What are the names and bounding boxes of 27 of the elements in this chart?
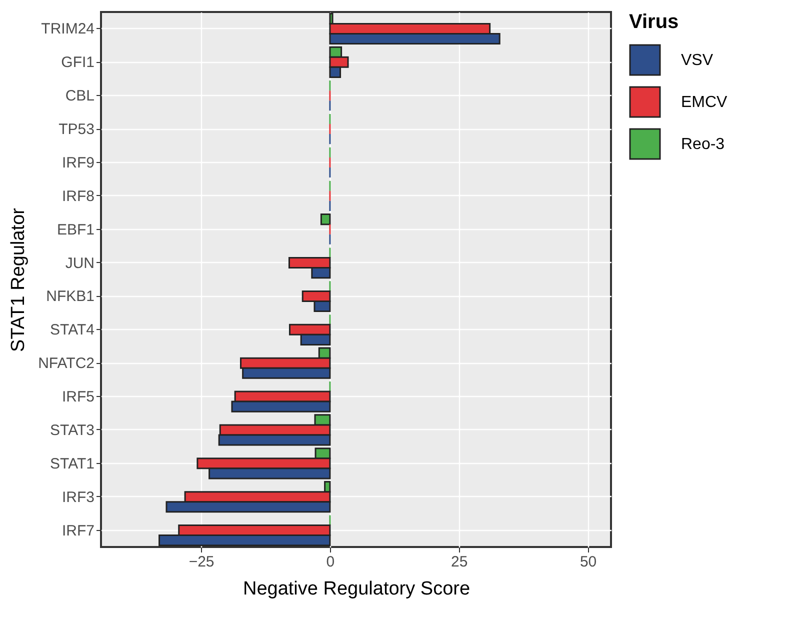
y-tick-label: TP53 [58, 121, 94, 138]
legend-title: Virus [629, 11, 679, 33]
y-tick-label: IRF8 [62, 188, 94, 205]
y-tick-label: STAT3 [50, 422, 94, 439]
y-axis-title: STAT1 Regulator [8, 207, 30, 352]
legend-label: VSV [681, 52, 714, 69]
legend-label: EMCV [681, 94, 728, 111]
x-axis-title: Negative Regulatory Score [242, 578, 470, 600]
x-tick-label: −25 [188, 554, 214, 570]
y-tick-label: JUN [65, 254, 94, 272]
y-tick-label: STAT4 [50, 322, 94, 339]
y-tick-label: IRF9 [62, 154, 94, 172]
y-tick-label: NFKB1 [46, 288, 94, 306]
y-tick-label: CBL [65, 88, 94, 105]
legend-label: Reo-3 [681, 136, 725, 153]
x-tick-label: 0 [326, 554, 335, 570]
bar [320, 214, 331, 226]
y-tick-label: IRF3 [62, 488, 94, 506]
y-tick-label: GFI1 [61, 54, 94, 72]
y-tick-label: EBF1 [56, 221, 94, 238]
x-tick-label: 50 [580, 554, 597, 570]
x-tick-label: 25 [451, 554, 468, 570]
y-tick-label: NFATC2 [38, 355, 94, 372]
y-tick-label: IRF7 [62, 522, 94, 540]
y-tick-label: STAT1 [50, 455, 94, 472]
y-tick-label: TRIM24 [41, 20, 94, 38]
y-tick-label: IRF5 [62, 388, 94, 406]
